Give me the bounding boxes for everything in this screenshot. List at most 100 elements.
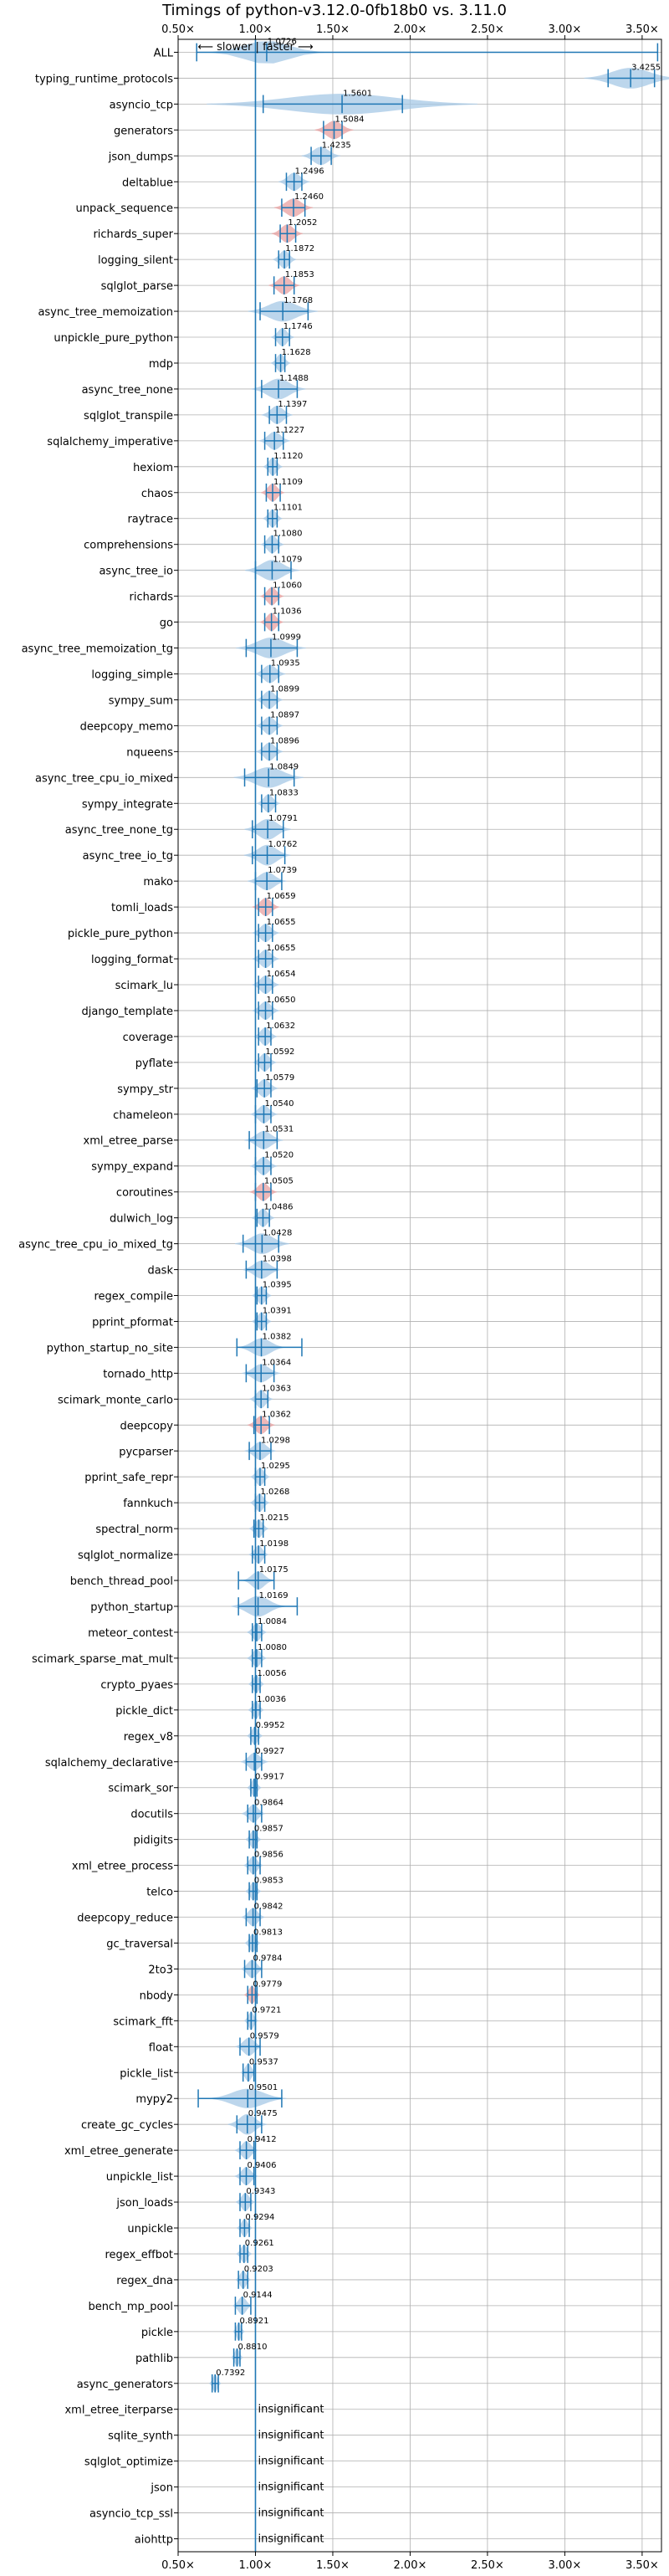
tick-label-bottom: 2.50× bbox=[471, 2559, 504, 2572]
category-label: crypto_pyaes bbox=[100, 1679, 173, 1692]
value-label: 1.0395 bbox=[263, 1281, 292, 1290]
category-label: sqlglot_normalize bbox=[78, 1549, 173, 1562]
category-label: pprint_pformat bbox=[92, 1316, 173, 1329]
category-label: xml_etree_generate bbox=[64, 2145, 173, 2158]
tick-label-bottom: 1.00× bbox=[239, 2559, 273, 2572]
value-label: 1.0056 bbox=[258, 1669, 287, 1678]
category-label: scimark_monte_carlo bbox=[58, 1394, 173, 1406]
tick-label-bottom: 3.50× bbox=[626, 2559, 659, 2572]
category-label: deepcopy bbox=[120, 1420, 173, 1432]
value-label: 1.5084 bbox=[335, 115, 365, 124]
category-label: json_dumps bbox=[108, 151, 173, 163]
value-label: 0.9864 bbox=[254, 1799, 283, 1808]
category-label: unpickle_list bbox=[106, 2171, 173, 2184]
value-label: 0.9203 bbox=[244, 2265, 273, 2274]
value-label: 1.0592 bbox=[265, 1047, 294, 1057]
value-label: 1.0654 bbox=[267, 970, 296, 979]
category-label: async_tree_memoization_tg bbox=[22, 643, 173, 656]
value-label: 0.9343 bbox=[246, 2187, 275, 2196]
category-label: sympy_sum bbox=[109, 694, 173, 707]
value-label: 1.5601 bbox=[343, 89, 372, 98]
value-label: 0.9853 bbox=[254, 1877, 283, 1886]
value-label: 1.1227 bbox=[275, 426, 304, 435]
category-label: scimark_lu bbox=[115, 980, 173, 992]
category-label: pprint_safe_repr bbox=[84, 1472, 173, 1484]
tick-label-top: 1.00× bbox=[239, 23, 273, 36]
value-label: 1.0791 bbox=[268, 814, 298, 823]
category-label: python_startup_no_site bbox=[47, 1342, 173, 1355]
category-label: raytrace bbox=[127, 514, 173, 526]
category-label: regex_v8 bbox=[124, 1731, 173, 1744]
tick-label-bottom: 3.00× bbox=[548, 2559, 581, 2572]
tick-label-bottom: 2.00× bbox=[394, 2559, 427, 2572]
category-label: typing_runtime_protocols bbox=[35, 73, 173, 85]
category-label: regex_dna bbox=[116, 2275, 173, 2287]
category-label: bench_mp_pool bbox=[88, 2301, 173, 2313]
value-label: 0.9294 bbox=[245, 2213, 274, 2222]
category-label: regex_compile bbox=[94, 1291, 173, 1303]
category-label: sympy_str bbox=[117, 1083, 173, 1096]
tick-label-top: 3.00× bbox=[548, 23, 581, 36]
category-label: pickle_pure_python bbox=[68, 928, 173, 940]
value-label: 1.1628 bbox=[282, 348, 311, 357]
value-label: 0.8921 bbox=[240, 2317, 269, 2326]
value-label: 0.9537 bbox=[249, 2057, 278, 2066]
value-label: 1.1036 bbox=[273, 607, 302, 617]
category-label: sqlglot_transpile bbox=[84, 410, 173, 423]
value-label: 1.1746 bbox=[283, 322, 313, 331]
category-label: richards_super bbox=[93, 228, 173, 241]
category-label: telco bbox=[146, 1887, 173, 1899]
category-label: nqueens bbox=[126, 746, 173, 759]
category-label: bench_thread_pool bbox=[70, 1575, 173, 1588]
value-label: 1.0198 bbox=[259, 1539, 289, 1549]
value-label: 0.9842 bbox=[254, 1903, 283, 1912]
value-label: 0.9261 bbox=[245, 2239, 274, 2248]
category-label: pickle_dict bbox=[115, 1705, 173, 1718]
category-label: comprehensions bbox=[84, 540, 173, 552]
value-label: 0.9813 bbox=[253, 1928, 283, 1937]
tick-label-bottom: 1.50× bbox=[316, 2559, 350, 2572]
value-label: 1.0486 bbox=[263, 1203, 293, 1212]
insignificant-label: insignificant bbox=[258, 2456, 324, 2468]
category-label: async_tree_io_tg bbox=[83, 850, 173, 863]
category-label: xml_etree_parse bbox=[84, 1135, 173, 1148]
category-label: async_tree_io bbox=[99, 566, 173, 578]
value-label: 1.1109 bbox=[273, 478, 303, 487]
value-label: 1.0175 bbox=[259, 1565, 289, 1575]
value-label: 1.0935 bbox=[271, 658, 300, 668]
value-label: 0.9856 bbox=[254, 1851, 283, 1860]
category-label: aiohttp bbox=[135, 2534, 173, 2547]
value-label: 1.0650 bbox=[267, 996, 296, 1005]
category-label: async_tree_memoization bbox=[38, 306, 173, 319]
value-label: 1.0298 bbox=[261, 1436, 290, 1445]
category-label: pycparser bbox=[119, 1446, 173, 1458]
value-label: 0.9144 bbox=[243, 2291, 273, 2300]
value-label: 1.0428 bbox=[263, 1229, 292, 1238]
value-label: 1.0362 bbox=[262, 1410, 291, 1419]
value-label: 1.0655 bbox=[267, 918, 296, 927]
value-label: 1.0739 bbox=[268, 866, 297, 875]
value-label: 0.9412 bbox=[248, 2135, 277, 2144]
tick-label-top: 2.50× bbox=[471, 23, 504, 36]
insignificant-label: insignificant bbox=[258, 2404, 324, 2416]
value-label: 1.0398 bbox=[263, 1255, 292, 1264]
category-label: unpickle_pure_python bbox=[54, 332, 173, 345]
value-label: 1.0036 bbox=[257, 1695, 286, 1704]
category-label: fannkuch bbox=[123, 1498, 173, 1510]
value-label: 1.1120 bbox=[273, 452, 303, 461]
value-label: 1.0833 bbox=[269, 788, 299, 797]
category-label: xml_etree_process bbox=[72, 1861, 173, 1873]
category-label: sympy_integrate bbox=[82, 798, 173, 811]
value-label: 1.1060 bbox=[273, 581, 302, 591]
value-label: 0.9952 bbox=[256, 1721, 285, 1730]
value-label: 1.2460 bbox=[294, 192, 324, 202]
category-label: mdp bbox=[149, 358, 173, 371]
category-label: logging_silent bbox=[98, 254, 173, 267]
insignificant-label: insignificant bbox=[258, 2481, 324, 2494]
category-label: sqlalchemy_declarative bbox=[45, 1757, 173, 1769]
direction-label: ⟵ slower | faster ⟶ bbox=[197, 41, 313, 54]
category-label: logging_simple bbox=[91, 668, 173, 681]
value-label: 0.9501 bbox=[248, 2083, 278, 2092]
category-label: generators bbox=[114, 125, 173, 137]
